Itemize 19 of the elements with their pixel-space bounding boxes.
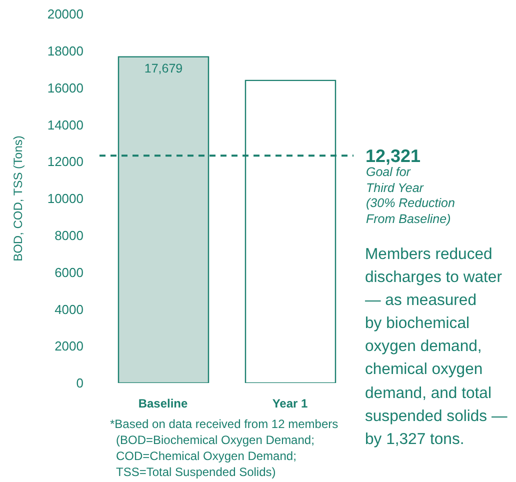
text: Goal for Third Year (30% Reduction From Baseline) — [366, 165, 455, 228]
ref-line-label: 12,321 — [366, 146, 421, 166]
y-tick-label: 18000 — [47, 44, 84, 59]
y-tick-label: 14000 — [47, 117, 84, 132]
text: Members reduced discharges to water — as measured by biochemical oxygen demand, chemical oxygen demand, and total suspended solids — by 1,327 tons. — [365, 246, 508, 448]
y-tick-label: 12000 — [47, 154, 84, 170]
y-tick-label: 6000 — [54, 264, 84, 280]
y-tick-label: 16000 — [47, 80, 84, 96]
data-label: 17,679 — [144, 62, 183, 76]
y-axis-title: BOD, COD, TSS (Tons) — [11, 136, 25, 262]
x-tick-label: Baseline — [138, 396, 188, 411]
y-tick-label: 20000 — [47, 6, 84, 22]
y-tick-label: 0 — [76, 376, 84, 391]
y-tick-label: 2000 — [54, 338, 84, 354]
x-tick-label: Year 1 — [272, 396, 308, 411]
y-tick-label: 4000 — [54, 302, 84, 317]
text: *Based on data received from 12 members (BOD=Biochemical Oxygen Demand; COD=Chemical Oxygen Demand; TSS=Total Suspended Solids) — [110, 416, 338, 480]
y-tick-label: 8000 — [54, 228, 84, 244]
y-tick-label: 10000 — [47, 191, 84, 206]
